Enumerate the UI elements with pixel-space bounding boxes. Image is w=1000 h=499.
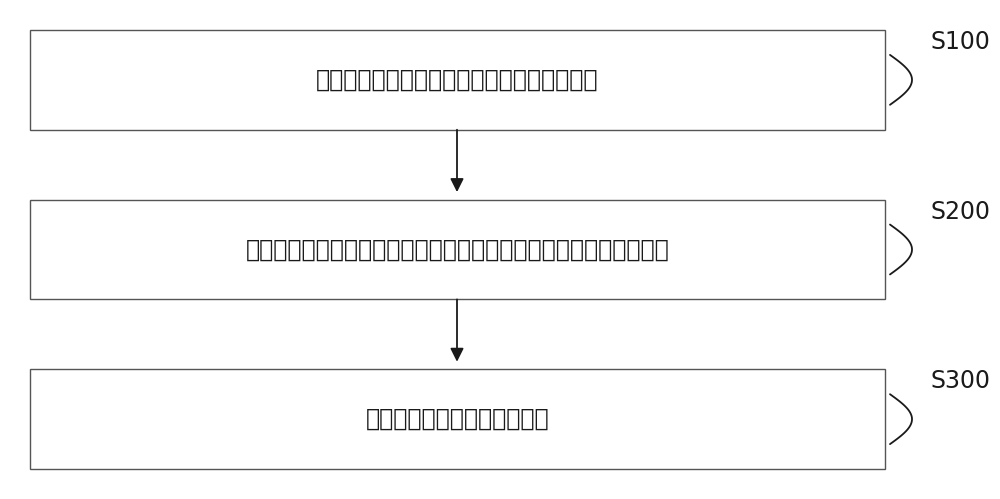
Bar — [30, 369, 885, 469]
Text: 对电感器件脱模后，将灌封后的电感器件组装到待灌封的电路结构中: 对电感器件脱模后，将灌封后的电感器件组装到待灌封的电路结构中 — [246, 238, 669, 261]
Bar — [30, 30, 885, 130]
Text: S300: S300 — [930, 369, 990, 393]
Text: 采用电路灌封胶灌封电路结构: 采用电路灌封胶灌封电路结构 — [366, 407, 549, 431]
Text: S100: S100 — [930, 30, 990, 54]
Text: S200: S200 — [930, 200, 990, 224]
Text: 采用电感灌封胶、在电感模具中灌封电感器件: 采用电感灌封胶、在电感模具中灌封电感器件 — [316, 68, 599, 92]
Bar — [30, 200, 885, 299]
